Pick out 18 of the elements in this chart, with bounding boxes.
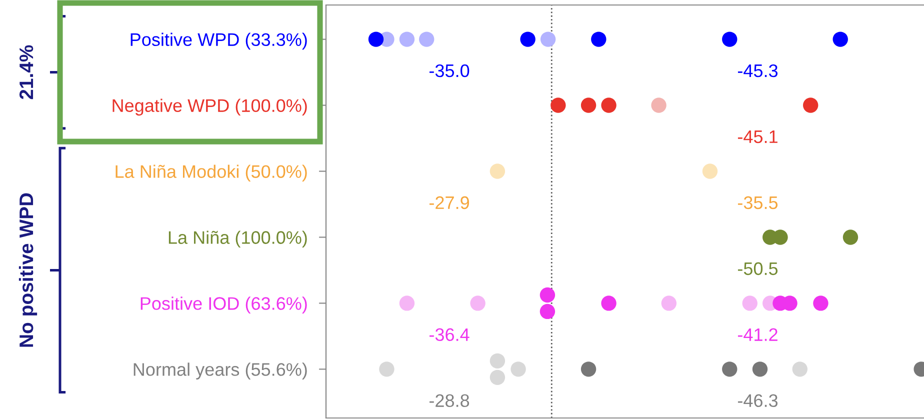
text: No positive WPD: [18, 193, 38, 347]
y-tick-label: Normal years (55.6%): [134, 362, 307, 380]
y-tick-label: Positive WPD (33.3%): [130, 32, 307, 50]
annotation: -50.5: [738, 262, 778, 276]
annotation: -46.3: [738, 394, 778, 408]
annotation: -41.2: [738, 328, 778, 341]
annotation: -35.0: [429, 64, 470, 78]
annotation: -35.5: [738, 196, 778, 210]
y-tick-label: Negative WPD (100.0%): [112, 98, 307, 116]
y-tick-label: Positive IOD (63.6%): [140, 296, 307, 314]
annotation: -27.9: [429, 196, 469, 210]
y-tick-label: La Niña (100.0%): [168, 230, 307, 248]
annotation: -45.1: [738, 130, 778, 144]
annotation: -28.8: [429, 394, 470, 408]
annotation: -36.4: [429, 328, 470, 342]
annotation: -45.3: [738, 64, 778, 78]
text: 21.4%: [19, 45, 34, 100]
y-tick-label: La Niña Modoki (50.0%): [116, 164, 307, 182]
